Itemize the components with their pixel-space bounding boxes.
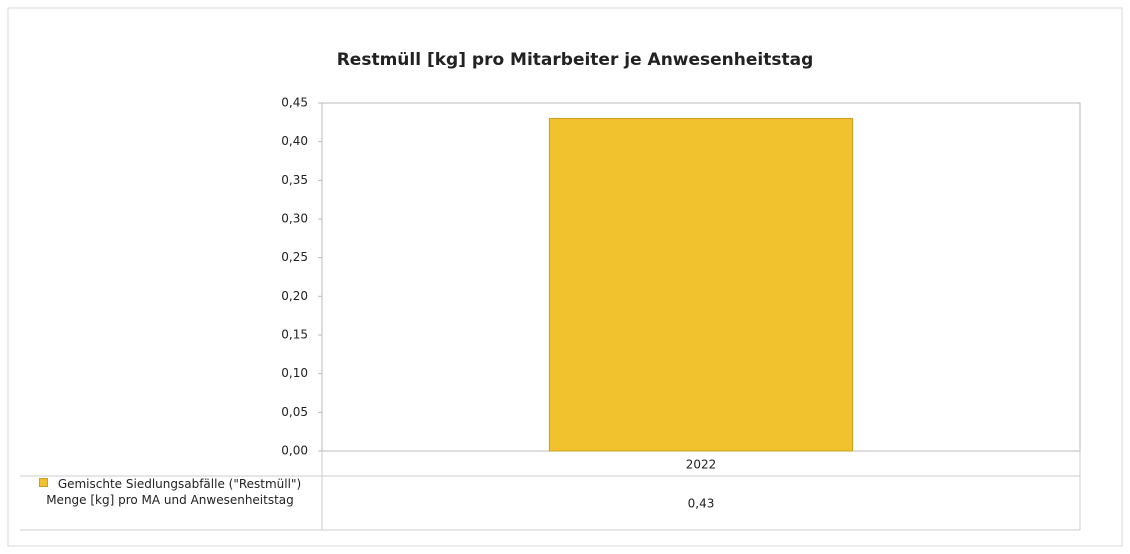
legend: Gemischte Siedlungsabfälle ("Restmüll") …: [22, 476, 318, 508]
legend-label: Gemischte Siedlungsabfälle ("Restmüll") …: [46, 477, 302, 507]
y-tick-label: 0,30: [281, 212, 308, 226]
y-tick-label: 0,45: [281, 96, 308, 110]
y-tick-label: 0,10: [281, 366, 308, 380]
y-tick-label: 0,15: [281, 328, 308, 342]
bar: [548, 117, 854, 452]
table-value: 0,43: [688, 497, 715, 511]
chart-title: Restmüll [kg] pro Mitarbeiter je Anwesen…: [337, 50, 814, 70]
y-tick-label: 0,00: [281, 444, 308, 458]
y-tick-label: 0,25: [281, 250, 308, 264]
y-tick-label: 0,40: [281, 134, 308, 148]
y-tick-label: 0,35: [281, 173, 308, 187]
y-tick-label: 0,20: [281, 289, 308, 303]
y-tick-label: 0,05: [281, 405, 308, 419]
legend-swatch: [38, 478, 48, 487]
x-tick-label: 2022: [686, 458, 717, 472]
frame: [7, 7, 1123, 547]
